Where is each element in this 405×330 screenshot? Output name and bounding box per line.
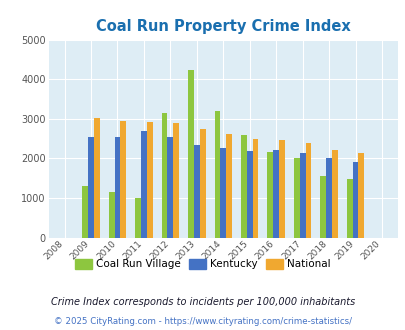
Bar [293,158,299,238]
Bar [346,179,352,238]
Legend: Coal Run Village, Kentucky, National: Coal Run Village, Kentucky, National [71,255,334,274]
Bar [135,198,141,238]
Bar [358,153,363,238]
Bar [120,121,126,238]
Bar [147,121,152,238]
Bar [109,192,114,238]
Bar [220,148,226,238]
Bar [194,145,199,238]
Bar [167,137,173,238]
Bar [305,143,311,238]
Bar [188,70,194,238]
Bar [82,186,88,238]
Bar [273,150,278,238]
Bar [94,117,100,238]
Bar [88,137,94,238]
Bar [252,139,258,238]
Text: © 2025 CityRating.com - https://www.cityrating.com/crime-statistics/: © 2025 CityRating.com - https://www.city… [54,317,351,326]
Bar [278,140,284,238]
Bar [173,123,179,238]
Bar [331,150,337,238]
Bar [352,162,358,238]
Bar [199,129,205,238]
Bar [325,158,331,238]
Bar [299,153,305,238]
Bar [246,151,252,238]
Bar [214,111,220,238]
Title: Coal Run Property Crime Index: Coal Run Property Crime Index [96,19,350,34]
Bar [267,152,273,238]
Bar [241,135,246,238]
Bar [161,113,167,238]
Bar [141,131,147,238]
Bar [114,137,120,238]
Bar [226,134,232,238]
Bar [320,176,325,238]
Text: Crime Index corresponds to incidents per 100,000 inhabitants: Crime Index corresponds to incidents per… [51,297,354,307]
